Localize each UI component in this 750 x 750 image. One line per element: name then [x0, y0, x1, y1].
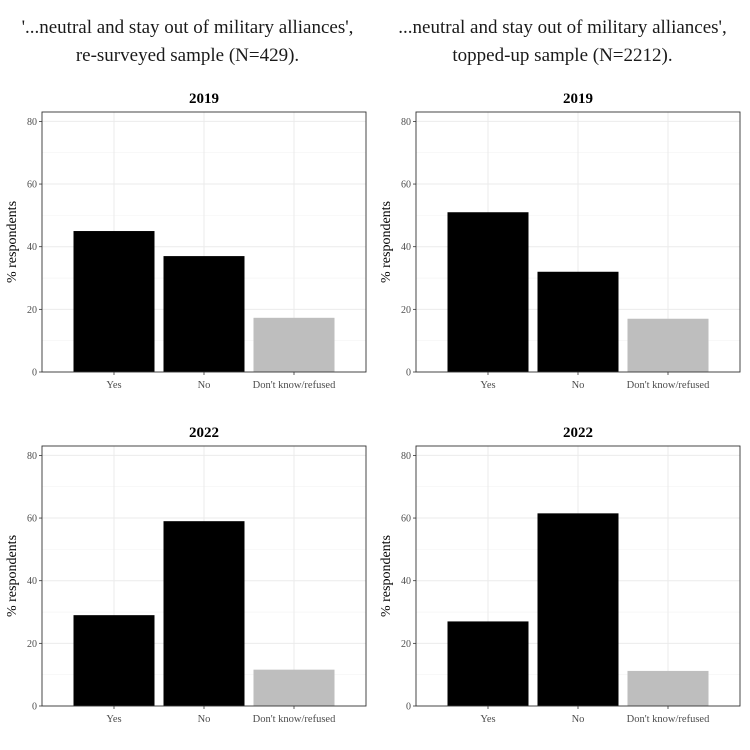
- y-tick-label: 0: [406, 368, 411, 379]
- x-tick-label: Yes: [106, 380, 121, 391]
- x-tick-label: Don't know/refused: [253, 380, 336, 391]
- y-axis-label: % respondents: [5, 535, 20, 617]
- bar-dont-know: [253, 669, 335, 706]
- bar-yes: [73, 615, 155, 706]
- column-title-line: '...neutral and stay out of military all…: [21, 17, 354, 38]
- x-tick-label: Don't know/refused: [253, 714, 336, 725]
- bar-dont-know: [253, 317, 335, 372]
- y-tick-label: 40: [27, 242, 37, 253]
- x-tick-label: No: [198, 380, 211, 391]
- bar-dont-know: [627, 318, 709, 372]
- y-tick-label: 20: [401, 305, 411, 316]
- y-tick-label: 20: [401, 639, 411, 650]
- column-title-line: ...neutral and stay out of military alli…: [398, 17, 727, 38]
- x-tick-label: Yes: [480, 714, 495, 725]
- column-title-line: re-surveyed sample (N=429).: [75, 45, 300, 66]
- y-tick-label: 40: [401, 242, 411, 253]
- x-tick-label: No: [572, 714, 585, 725]
- y-tick-label: 60: [401, 514, 411, 525]
- y-tick-label: 80: [27, 117, 37, 128]
- x-tick-label: Don't know/refused: [627, 380, 710, 391]
- bar-no: [163, 521, 245, 706]
- y-tick-label: 60: [27, 180, 37, 191]
- panel-title: 2019: [563, 91, 593, 107]
- x-tick-label: No: [572, 380, 585, 391]
- column-title-topped-up: ...neutral and stay out of military alli…: [375, 14, 750, 70]
- y-tick-label: 20: [27, 639, 37, 650]
- bar-no: [537, 513, 619, 706]
- panel-title: 2022: [563, 425, 593, 441]
- bar-dont-know: [627, 670, 709, 706]
- bar-yes: [447, 621, 529, 706]
- column-title-resurveyed: '...neutral and stay out of military all…: [0, 14, 375, 70]
- y-tick-label: 20: [27, 305, 37, 316]
- y-axis-label: % respondents: [379, 201, 394, 283]
- y-axis-label: % respondents: [5, 201, 20, 283]
- x-tick-label: No: [198, 714, 211, 725]
- panel-title: 2022: [189, 425, 219, 441]
- y-tick-label: 40: [401, 576, 411, 587]
- y-axis-label: % respondents: [379, 535, 394, 617]
- column-title-line: topped-up sample (N=2212).: [452, 45, 673, 66]
- y-tick-label: 60: [401, 180, 411, 191]
- y-tick-label: 80: [27, 451, 37, 462]
- panel-title: 2019: [189, 91, 219, 107]
- bar-yes: [447, 212, 529, 372]
- y-tick-label: 80: [401, 117, 411, 128]
- x-tick-label: Yes: [480, 380, 495, 391]
- y-tick-label: 60: [27, 514, 37, 525]
- y-tick-label: 0: [32, 702, 37, 713]
- x-tick-label: Don't know/refused: [627, 714, 710, 725]
- bar-no: [537, 271, 619, 372]
- x-tick-label: Yes: [106, 714, 121, 725]
- y-tick-label: 0: [32, 368, 37, 379]
- y-tick-label: 0: [406, 702, 411, 713]
- bar-no: [163, 256, 245, 372]
- y-tick-label: 80: [401, 451, 411, 462]
- bar-yes: [73, 231, 155, 372]
- y-tick-label: 40: [27, 576, 37, 587]
